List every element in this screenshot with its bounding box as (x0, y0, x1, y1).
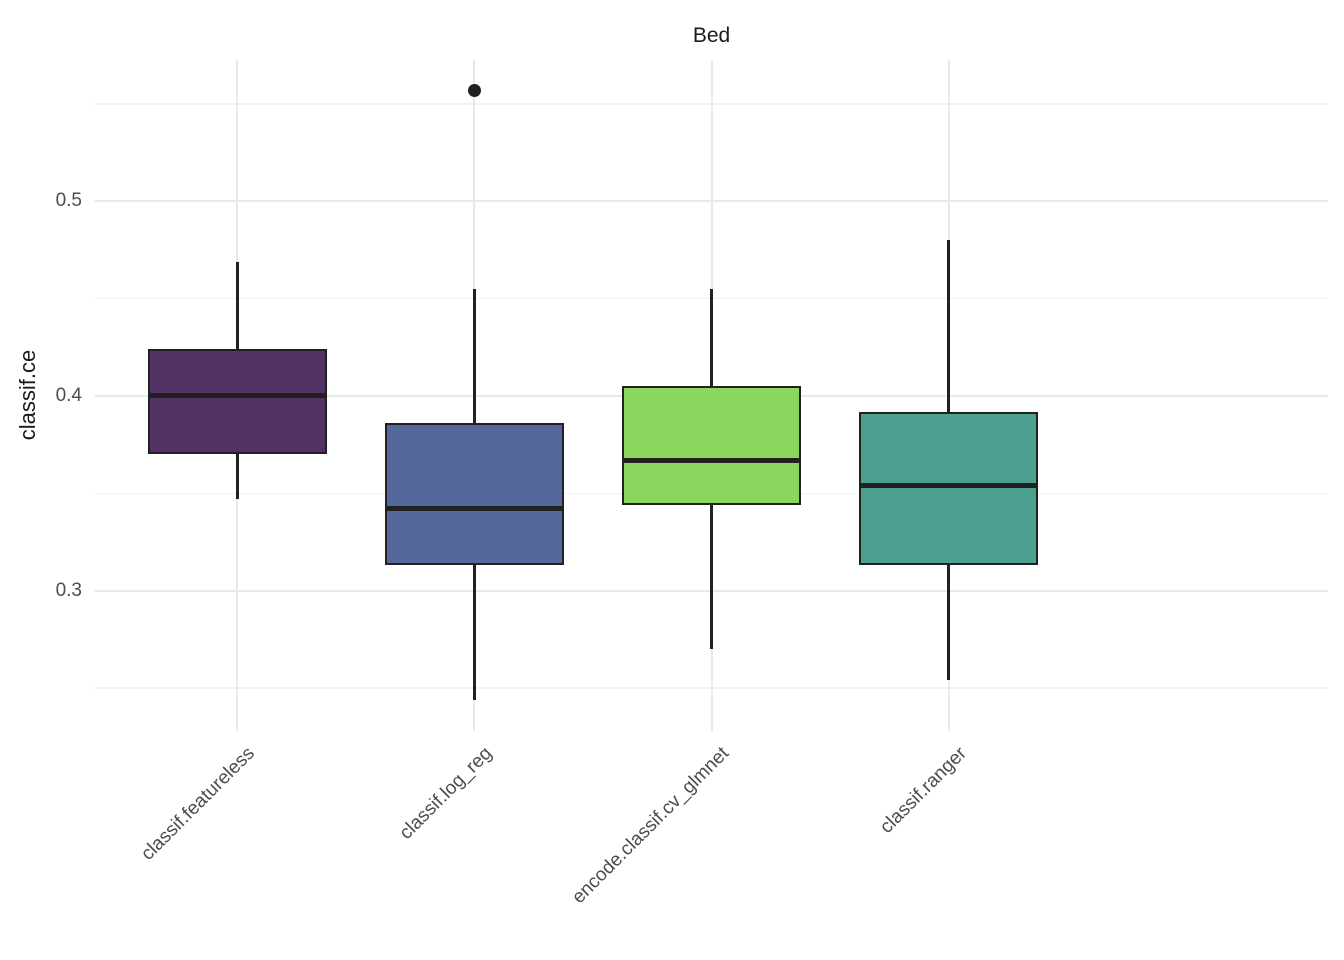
boxplot-box (384, 423, 564, 566)
x-axis-tick-label: encode.classif.cv_glmnet (568, 743, 734, 908)
median-line (622, 457, 801, 463)
y-axis-tick-label: 0.5 (55, 190, 82, 212)
y-axis-tick-label: 0.3 (55, 579, 82, 601)
median-line (147, 393, 327, 399)
y-axis-tick-label: 0.4 (55, 384, 82, 406)
boxplot-box (147, 349, 327, 455)
x-axis-tick-label: classif.ranger (875, 743, 971, 838)
x-axis-tick-label: classif.featureless (137, 743, 260, 865)
median-line (859, 483, 1039, 489)
chart-title: Bed (692, 24, 731, 47)
outlier-point (467, 83, 481, 97)
plot-panel (95, 60, 1328, 731)
median-line (384, 506, 564, 512)
boxplot-box (622, 386, 801, 506)
x-axis-tick-label: classif.log_reg (395, 743, 497, 844)
boxplot-box (859, 411, 1039, 566)
